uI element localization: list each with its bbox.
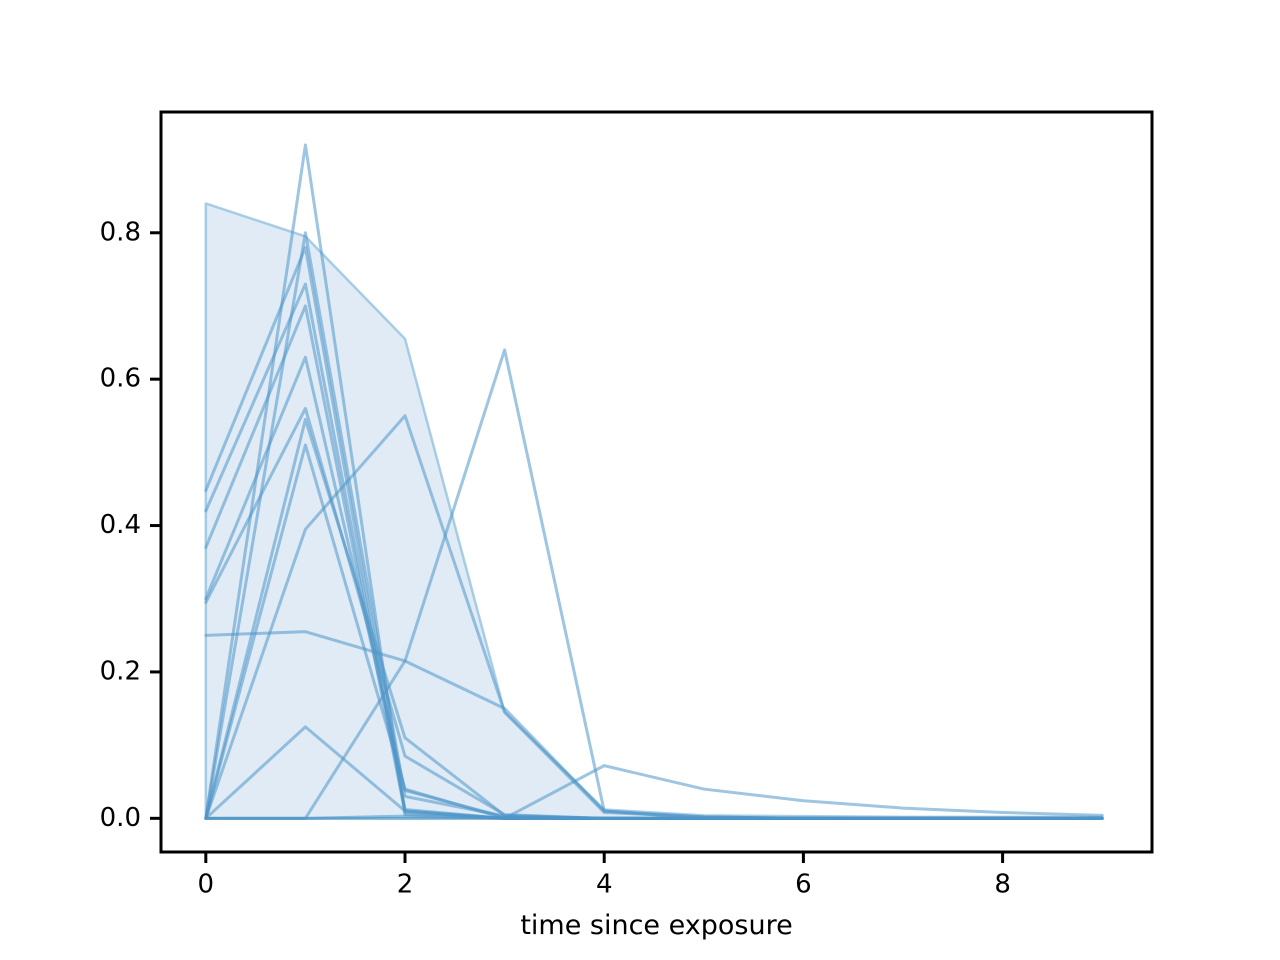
series-line xyxy=(204,814,1104,820)
y-tick-label: 0.0 xyxy=(100,803,141,833)
axes-frame xyxy=(159,110,1154,854)
y-tick-label: 0.8 xyxy=(100,217,141,247)
series-lines xyxy=(204,143,1104,820)
plot-frame xyxy=(159,110,1154,854)
y-tick-label: 0.2 xyxy=(100,656,141,686)
axis-ticks xyxy=(150,231,1005,863)
y-tick-label: 0.4 xyxy=(100,510,141,540)
x-tick-label: 6 xyxy=(795,869,812,899)
axis-tick-labels: 0.0 0.2 0.4 0.6 0.8 0 2 4 6 8 xyxy=(100,217,1011,899)
x-tick-label: 4 xyxy=(596,869,613,899)
x-tick-label: 2 xyxy=(397,869,414,899)
x-tick-label: 8 xyxy=(994,869,1011,899)
x-tick-label: 0 xyxy=(198,869,215,899)
x-axis-title: time since exposure xyxy=(520,910,792,941)
y-tick-label: 0.6 xyxy=(100,364,141,394)
